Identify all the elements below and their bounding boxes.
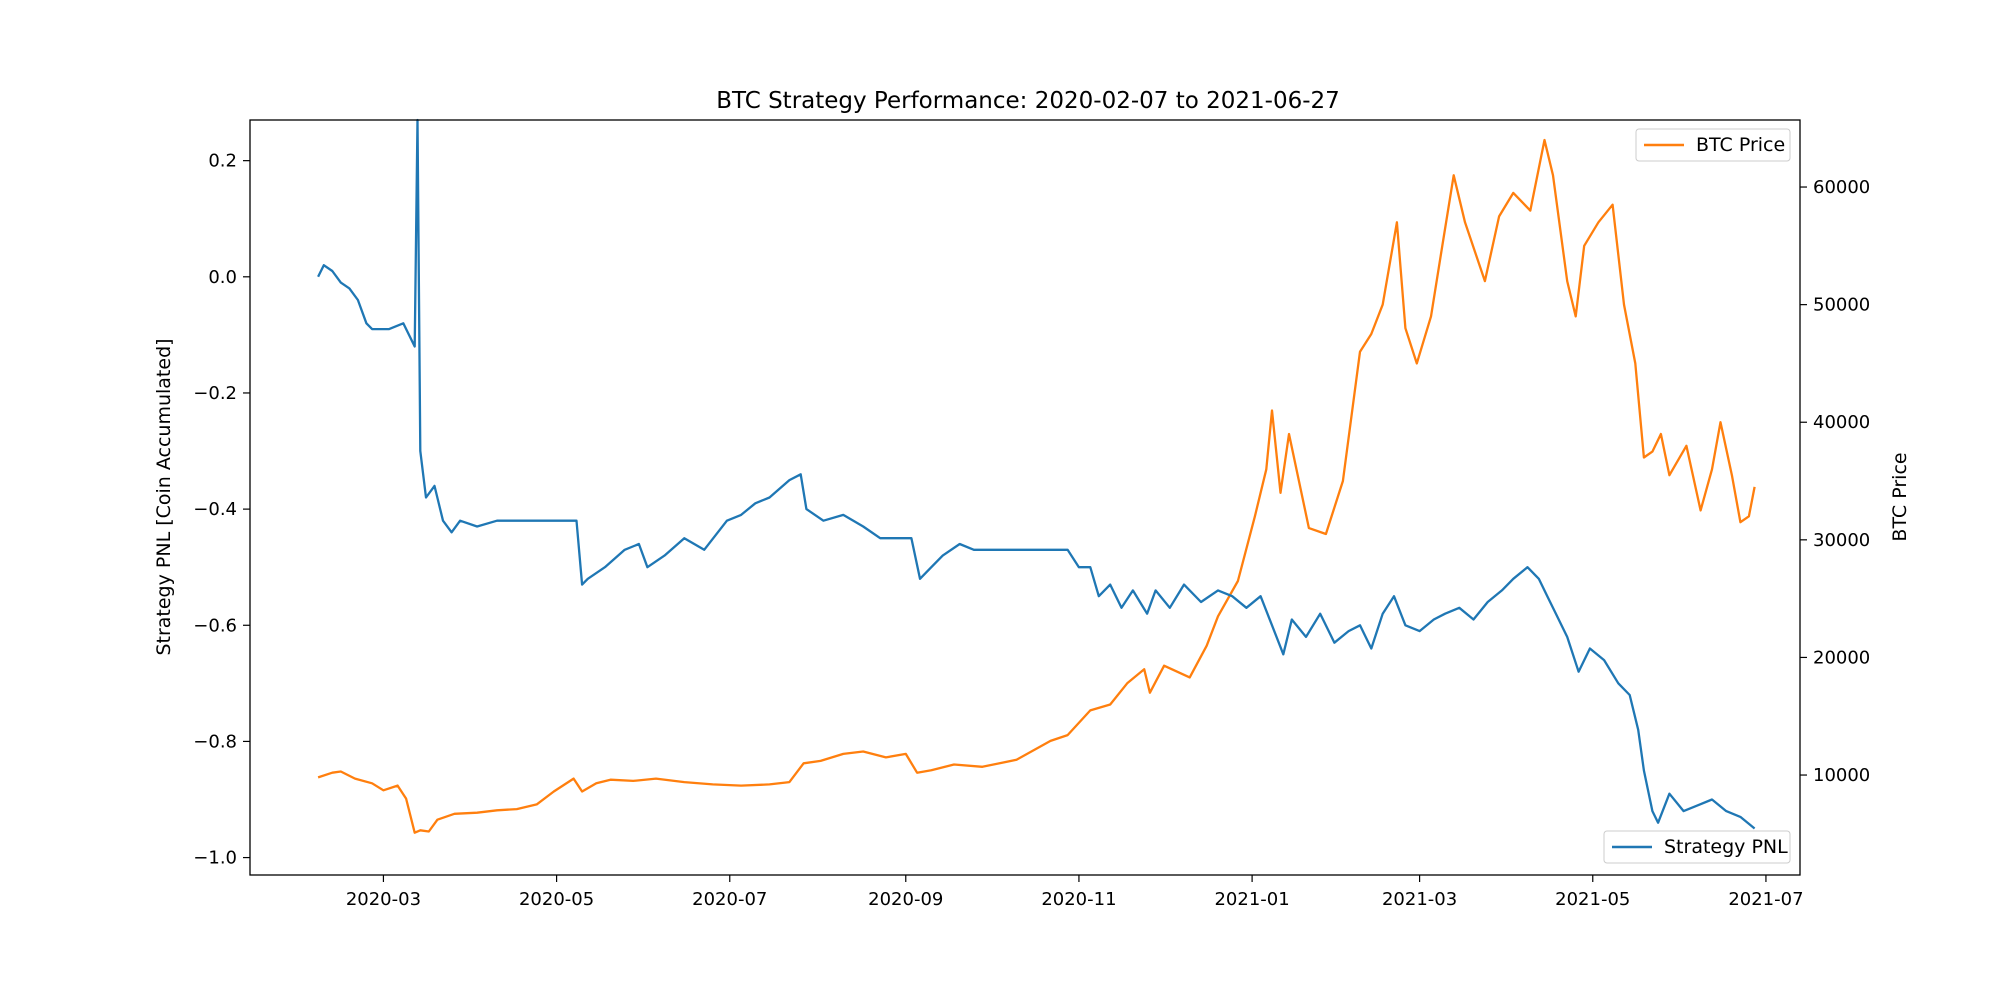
legend-btc-price-label: BTC Price: [1696, 134, 1785, 156]
right-tick-label: 60000: [1813, 177, 1870, 198]
x-tick-label: 2021-07: [1728, 889, 1803, 910]
x-tick-label: 2020-11: [1041, 889, 1116, 910]
x-tick-label: 2021-05: [1555, 889, 1630, 910]
x-tick-label: 2021-03: [1382, 889, 1457, 910]
x-tick-label: 2021-01: [1214, 889, 1289, 910]
series-strategy-pnl-line: [317, 118, 1756, 830]
legend-strategy-pnl-box: [1603, 830, 1791, 864]
x-tick-label: 2020-09: [868, 889, 943, 910]
x-tick-label: 2020-05: [519, 889, 594, 910]
lines-layer: [317, 118, 1756, 834]
x-axis: 2020-03 2020-05 2020-07 2020-09 2020-11 2021-…: [346, 875, 1804, 910]
legend-strategy-pnl: Strategy PNL: [1603, 830, 1791, 864]
right-tick-label: 40000: [1813, 412, 1870, 433]
right-y-axis: 10000 20000 30000 40000 50000 60000: [1800, 177, 1870, 786]
plot-area: [249, 118, 1801, 876]
left-y-axis: 0.2 0.0 −0.2 −0.4 −0.6 −0.8 −1.0: [193, 151, 250, 869]
left-tick-label: 0.0: [208, 267, 237, 288]
left-tick-label: 0.2: [208, 151, 237, 172]
right-tick-label: 50000: [1813, 295, 1870, 316]
right-axis-label: BTC Price: [1889, 452, 1911, 541]
left-tick-label: −0.2: [193, 383, 237, 404]
chart-title: BTC Strategy Performance: 2020-02-07 to …: [716, 88, 1340, 114]
left-axis-label: Strategy PNL [Coin Accumulated]: [153, 338, 175, 655]
legend-strategy-pnl-label: Strategy PNL: [1664, 836, 1788, 858]
x-tick-label: 2020-07: [692, 889, 767, 910]
left-tick-label: −0.4: [193, 499, 237, 520]
left-tick-label: −1.0: [193, 848, 237, 869]
right-tick-label: 30000: [1813, 530, 1870, 551]
x-tick-label: 2020-03: [346, 889, 421, 910]
legend-btc-price: BTC Price: [1635, 128, 1791, 162]
right-tick-label: 20000: [1813, 647, 1870, 668]
series-btc-price-line: [317, 138, 1756, 834]
right-tick-label: 10000: [1813, 765, 1870, 786]
left-tick-label: −0.8: [193, 731, 237, 752]
left-tick-label: −0.6: [193, 615, 237, 636]
plot-frame: [249, 119, 1801, 876]
legend-btc-price-box: [1635, 128, 1791, 162]
